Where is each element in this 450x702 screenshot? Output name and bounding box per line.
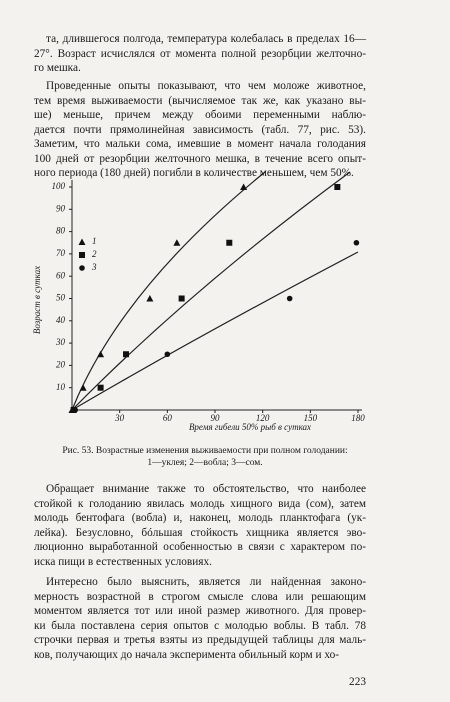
text-line: 100 дней от резорбции желточного мешка, …: [34, 152, 366, 165]
point: [146, 295, 154, 302]
point: [286, 295, 293, 302]
x-tick-label: 120: [256, 413, 270, 423]
page-number: 223: [349, 676, 366, 688]
y-tick-label: 20: [56, 359, 66, 369]
point: [226, 239, 233, 246]
text-line: Заметим, что мальки сома, имевшие в моме…: [34, 138, 366, 150]
trend-curve: [71, 251, 359, 411]
text-line: ков, получающих до начала эксперимента о…: [34, 648, 340, 661]
point: [334, 184, 341, 190]
point: [97, 350, 105, 358]
x-tick-label: 180: [351, 413, 365, 423]
legend-marker: [78, 238, 86, 245]
y-tick-label: 50: [56, 293, 66, 303]
y-tick-label: 30: [55, 337, 66, 347]
x-axis-label: Время гибели 50% рыб в сутках: [189, 422, 311, 432]
point: [240, 183, 248, 190]
x-tick-label: 90: [211, 413, 221, 423]
text-line: иска пищи в естественных условиях.: [34, 555, 212, 568]
y-tick-label: 100: [52, 181, 66, 191]
text-line: 27°. Возраст исчислялся от момента полно…: [34, 47, 366, 60]
y-tick-label: 10: [56, 382, 66, 392]
text-line: лейка). Безусловно, бóльшая стойкость хи…: [34, 526, 366, 539]
legend-marker: [79, 265, 85, 271]
text-line: строчки первая и третья взяты из предыду…: [34, 634, 366, 646]
text-line: молодь бентофага (вобла) и, наконец, мол…: [34, 512, 366, 524]
text-line: тем время выживаемости (вычисляемое так …: [34, 94, 366, 107]
text-line: стойкой к голоданию явилась молодь хищно…: [34, 497, 366, 510]
text-line: моментом является тот или иной размер жи…: [34, 605, 366, 617]
text-line: люционно выработанной особенностью в свя…: [34, 541, 366, 553]
text-line: го мешка.: [34, 62, 81, 74]
y-tick-label: 80: [56, 226, 66, 236]
point: [72, 407, 78, 413]
point: [178, 295, 185, 302]
y-tick-label: 60: [56, 270, 66, 280]
text-line: ше) меньше, причем между обоими переменн…: [34, 109, 366, 121]
text-line: ного периода (180 дней) погибли в количе…: [34, 167, 354, 179]
text-line: Обращает внимание также то обстоятельств…: [46, 483, 366, 495]
text-line: та, длившегося полгода, температура коле…: [46, 33, 366, 45]
legend-marker: [79, 252, 85, 258]
point: [123, 351, 130, 358]
y-tick-label: 70: [56, 248, 66, 258]
text-line: ки была поставлена серия опытов с молодь…: [34, 619, 366, 632]
y-axis-label: Возраст в сутках: [32, 266, 42, 334]
text-line: дается почти прямолинейная зависимость (…: [34, 123, 366, 136]
x-tick-label: 30: [114, 413, 125, 423]
text-line: мерность возрастной в строгом смысле сло…: [34, 590, 366, 603]
trend-curve: [71, 171, 266, 411]
caption-line: 1—уклея; 2—вобла; 3—сом.: [147, 458, 263, 468]
text-line: Проведенные опыты показывают, что чем мо…: [46, 80, 366, 92]
x-tick-label: 150: [304, 413, 318, 423]
point: [353, 239, 360, 246]
legend-label: 3: [91, 262, 97, 272]
point: [164, 351, 171, 358]
trend-curve: [71, 171, 351, 411]
text-line: Интересно было выяснить, является ли най…: [46, 576, 366, 588]
legend-label: 1: [92, 236, 97, 246]
point: [79, 384, 87, 391]
point: [97, 384, 104, 391]
y-tick-label: 90: [56, 203, 66, 213]
y-tick-label: 40: [56, 315, 66, 325]
point: [173, 239, 181, 246]
legend-label: 2: [92, 249, 97, 259]
caption-line: Рис. 53. Возрастные изменения выживаемос…: [62, 446, 348, 456]
x-tick-label: 60: [163, 413, 173, 423]
